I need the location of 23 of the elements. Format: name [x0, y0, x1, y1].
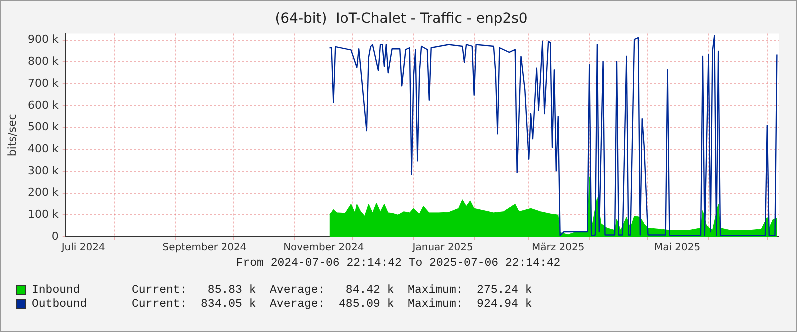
- text: From 2024-07-06 22:14:42 To 2025-07-06 22:14:42: [235, 257, 562, 270]
- y-tick-label: 700 k: [28, 76, 60, 90]
- legend-label: Inbound: [32, 284, 82, 296]
- y-tick-label: 400 k: [28, 142, 60, 156]
- x-tick-label: November 2024: [284, 242, 364, 254]
- chart-title: (64-bit) IoT-Chalet - Traffic - enp2s0: [275, 11, 528, 28]
- y-tick-label: 800 k: [28, 55, 60, 68]
- x-tick-label: März 2025: [532, 242, 585, 254]
- x-tick-label: Juli 2024: [60, 242, 106, 254]
- x-tick-label: September 2024: [162, 242, 247, 254]
- y-tick-label: 500 k: [28, 120, 60, 134]
- legend-label: Outbound: [32, 298, 88, 310]
- text: Current: 85.83 k Average: 84.42 k Maximum: 275.24 k: [132, 284, 532, 296]
- text: Current: 834.05 k Average: 485.09 k Maximum: 924.94 k: [132, 298, 532, 310]
- y-tick-label: 900 k: [28, 33, 60, 46]
- y-tick-label: 100 k: [28, 208, 60, 222]
- x-tick-label: Mai 2025: [654, 242, 701, 254]
- y-axis-title: bits/sec: [6, 114, 19, 157]
- x-tick-label: Januar 2025: [412, 242, 474, 254]
- y-tick-label: 300 k: [28, 164, 60, 178]
- y-tick-label: 200 k: [28, 186, 60, 200]
- y-tick-label: 600 k: [28, 98, 60, 112]
- y-tick-label: 0: [52, 230, 59, 243]
